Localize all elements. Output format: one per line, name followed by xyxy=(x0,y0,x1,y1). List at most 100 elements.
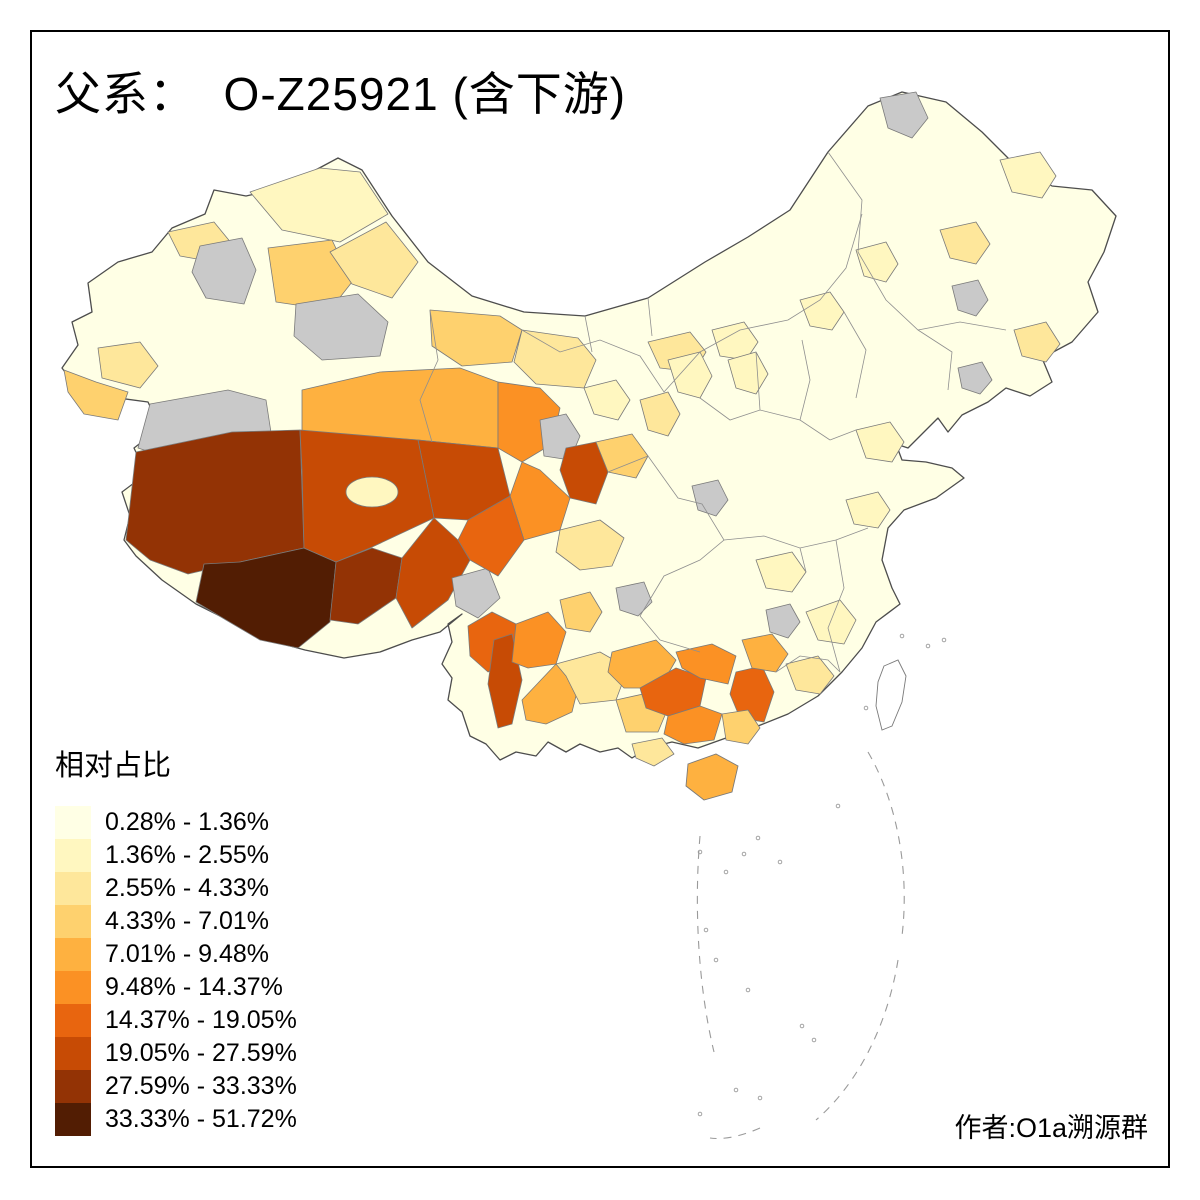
legend-label: 1.36% - 2.55% xyxy=(105,841,269,869)
legend-swatch xyxy=(55,839,91,872)
small-island xyxy=(713,957,719,963)
small-island xyxy=(723,869,729,875)
legend-label: 14.37% - 19.05% xyxy=(105,1006,297,1034)
author-credit: 作者:O1a溯源群 xyxy=(954,1113,1148,1143)
small-island xyxy=(755,835,761,841)
legend-swatch xyxy=(55,938,91,971)
map-region-karamay xyxy=(267,239,353,311)
map-region-harbin xyxy=(939,221,991,265)
legend-label: 0.28% - 1.36% xyxy=(105,808,269,836)
map-region-hohhot xyxy=(711,321,759,361)
map-region-hainan xyxy=(685,753,739,801)
map-region-kashgar xyxy=(63,369,129,421)
legend-label: 27.59% - 33.33% xyxy=(105,1072,297,1100)
map-region-altay xyxy=(249,167,389,243)
province-border xyxy=(419,309,439,443)
sea-dashed-boundary xyxy=(696,835,715,1053)
map-region-ngari xyxy=(125,429,305,575)
map-region-liaoning-gray xyxy=(957,361,993,395)
small-island xyxy=(941,637,947,643)
map-region-ningxia xyxy=(639,391,681,437)
legend-swatch xyxy=(55,1037,91,1070)
province-border xyxy=(917,321,1007,331)
legend-row: 14.37% - 19.05% xyxy=(55,1004,297,1037)
legend-row: 4.33% - 7.01% xyxy=(55,905,297,938)
map-region-taiwan xyxy=(875,659,907,731)
map-region-central-gray xyxy=(765,603,801,639)
sea-dashed-boundary xyxy=(709,1127,761,1140)
map-region-xinjiang-gray-central xyxy=(293,293,389,361)
map-region-nanning xyxy=(663,705,723,745)
province-border xyxy=(659,639,841,673)
legend-row: 7.01% - 9.48% xyxy=(55,938,297,971)
legend-row: 33.33% - 51.72% xyxy=(55,1103,297,1136)
map-region-tibet-core xyxy=(195,547,337,649)
province-border xyxy=(829,311,867,441)
legend-entries: 0.28% - 1.36% 1.36% - 2.55% 2.55% - 4.33% 4… xyxy=(55,806,297,1136)
map-region-xinjiang-gray-west xyxy=(191,237,257,305)
map-region-zhanjiang xyxy=(631,737,675,767)
legend-row: 19.05% - 27.59% xyxy=(55,1037,297,1070)
legend-label: 19.05% - 27.59% xyxy=(105,1039,297,1067)
legend-swatch xyxy=(55,1103,91,1136)
sea-dashed-boundary xyxy=(867,751,905,937)
map-region-artux xyxy=(97,341,159,389)
map-region-northeast-gray xyxy=(951,279,989,317)
small-island xyxy=(835,803,841,809)
legend-title: 相对占比 xyxy=(55,750,172,782)
legend-row: 1.36% - 2.55% xyxy=(55,839,297,872)
map-region-xian-gray xyxy=(691,479,729,517)
legend-row: 27.59% - 33.33% xyxy=(55,1070,297,1103)
map-region-garze xyxy=(457,495,525,577)
map-region-hami xyxy=(429,309,523,367)
map-region-urumqi xyxy=(329,221,419,299)
map-title: 父系： O-Z25921 (含下游) xyxy=(55,68,627,120)
small-island xyxy=(703,927,709,933)
legend-row: 9.48% - 14.37% xyxy=(55,971,297,1004)
legend-swatch xyxy=(55,905,91,938)
map-region-chifeng xyxy=(855,241,899,283)
legend-swatch xyxy=(55,872,91,905)
small-island xyxy=(697,1111,703,1117)
legend-row: 2.55% - 4.33% xyxy=(55,872,297,905)
small-island xyxy=(733,1087,739,1093)
legend-swatch xyxy=(55,1070,91,1103)
small-island xyxy=(925,643,931,649)
province-border xyxy=(521,213,863,393)
map-region-jiangsu-patch xyxy=(845,491,891,529)
legend-label: 33.33% - 51.72% xyxy=(105,1105,297,1133)
map-region-chengdu xyxy=(555,519,625,571)
legend-label: 9.48% - 14.37% xyxy=(105,973,283,1001)
map-region-yulin xyxy=(721,709,761,745)
small-island xyxy=(777,859,783,865)
small-island xyxy=(741,851,747,857)
province-border xyxy=(827,151,953,391)
map-region-heilongjiang-gray xyxy=(879,91,929,139)
map-region-zhangye xyxy=(583,379,631,421)
map-region-fujian-west xyxy=(805,599,857,645)
map-region-hechi xyxy=(675,643,737,685)
map-region-sichuan-gray xyxy=(615,581,653,617)
legend-swatch xyxy=(55,1004,91,1037)
province-border xyxy=(584,297,653,353)
small-island xyxy=(745,987,751,993)
map-region-nagqu-enclave xyxy=(345,476,399,508)
legend-label: 4.33% - 7.01% xyxy=(105,907,269,935)
map-region-shaoguan xyxy=(785,655,835,695)
legend-row: 0.28% - 1.36% xyxy=(55,806,297,839)
province-border xyxy=(799,539,845,673)
map-region-shandong-patch xyxy=(855,421,905,463)
small-island xyxy=(899,633,905,639)
map-region-chamdo-gray xyxy=(451,567,501,619)
legend: 相对占比 0.28% - 1.36% 1.36% - 2.55% 2.55% - 4… xyxy=(55,742,297,1136)
map-region-guilin xyxy=(741,633,789,673)
map-region-hunan-patch xyxy=(755,551,807,593)
map-region-shaanbei xyxy=(667,351,713,399)
map-region-yanbian xyxy=(1013,321,1061,363)
small-island xyxy=(863,705,869,711)
small-island xyxy=(757,1095,763,1101)
small-island xyxy=(799,1023,805,1029)
legend-swatch xyxy=(55,971,91,1004)
legend-swatch xyxy=(55,806,91,839)
